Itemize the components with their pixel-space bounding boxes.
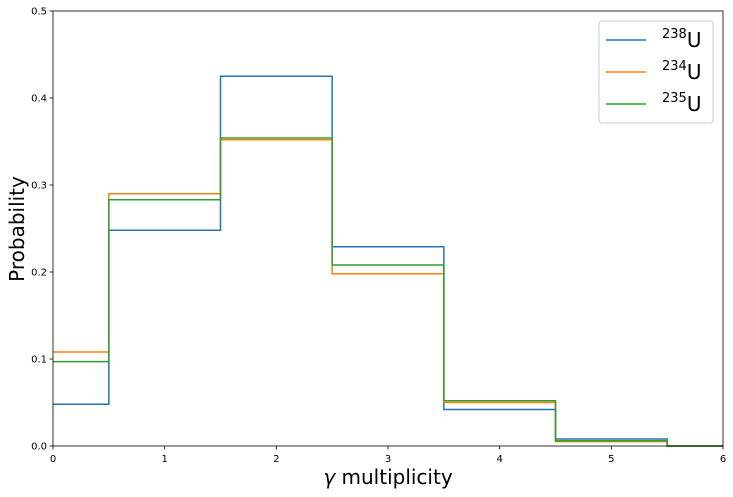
y-tick-label: 0.4: [31, 94, 47, 105]
y-axis-label: Probability: [5, 176, 29, 282]
legend-label-238U: 238U: [662, 27, 701, 52]
x-axis-ticks: 0 1 2 3 4 5 6: [50, 446, 726, 465]
x-tick-label: 2: [273, 454, 279, 465]
series-line-235U: [53, 137, 723, 447]
y-tick-label: 0.2: [31, 268, 47, 279]
legend-box: [598, 20, 714, 124]
legend-element: U: [687, 28, 702, 52]
series-line-234U: [53, 139, 723, 447]
y-axis-ticks: 0.0 0.1 0.2 0.3 0.4 0.5: [31, 7, 53, 453]
legend-mass: 235: [662, 91, 687, 106]
legend-element: U: [687, 92, 702, 116]
legend-mass: 238: [662, 27, 687, 42]
legend-label-235U: 235U: [662, 91, 701, 116]
x-tick-label: 5: [608, 454, 614, 465]
legend-mass: 234: [662, 59, 687, 74]
x-tick-label: 0: [50, 454, 56, 465]
y-tick-label: 0.0: [31, 442, 47, 453]
series-line-238U: [53, 75, 723, 447]
x-axis-label: γ multiplicity: [323, 465, 453, 489]
legend-element: U: [687, 60, 702, 84]
x-tick-label: 6: [720, 454, 726, 465]
x-axis-label-symbol: γ: [323, 465, 336, 489]
y-tick-label: 0.5: [31, 7, 47, 18]
y-tick-label: 0.3: [31, 181, 47, 192]
x-tick-label: 4: [496, 454, 502, 465]
x-axis-label-text: multiplicity: [335, 465, 453, 489]
y-tick-label: 0.1: [31, 355, 47, 366]
x-tick-label: 1: [161, 454, 167, 465]
x-tick-label: 3: [385, 454, 391, 465]
legend-label-234U: 234U: [662, 59, 701, 84]
series-layer: [53, 75, 723, 447]
